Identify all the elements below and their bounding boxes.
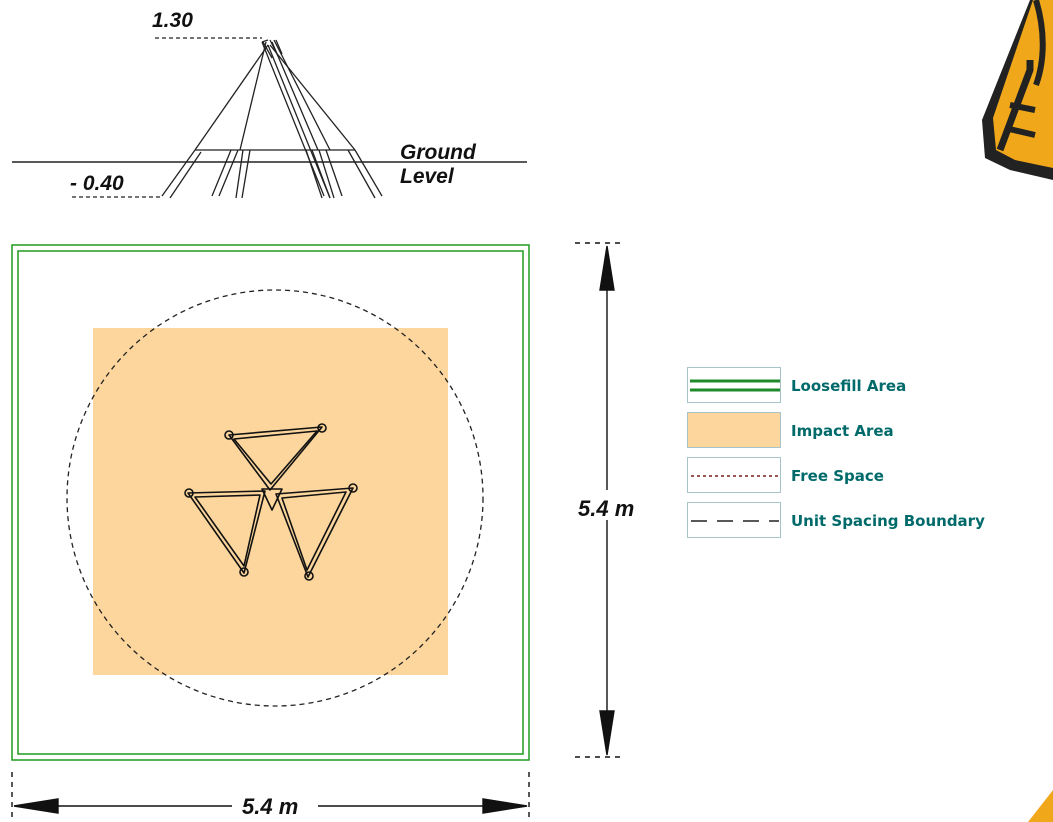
width-dimension-label: 5.4 m <box>242 794 298 819</box>
height-dimension-label: 5.4 m <box>578 496 634 521</box>
arrow-right-icon <box>482 798 528 814</box>
legend-label-loosefill-area: Loosefill Area <box>791 377 907 395</box>
legend: Loosefill Area Impact Area Free Space Un… <box>687 367 1047 547</box>
legend-item-unit-spacing-boundary: Unit Spacing Boundary <box>687 502 1047 547</box>
impact-area <box>93 328 448 675</box>
free-space-circle <box>66 289 484 707</box>
arrow-up-icon <box>599 245 615 291</box>
free-space-swatch <box>687 457 781 493</box>
arrow-down-icon <box>599 710 615 756</box>
ground-label: Ground <box>400 141 477 164</box>
equipment-plan <box>184 423 358 581</box>
legend-label-unit-spacing-boundary: Unit Spacing Boundary <box>791 512 985 530</box>
elevation-view <box>12 37 527 199</box>
arrow-left-icon <box>13 798 59 814</box>
loosefill-area-swatch <box>687 367 781 403</box>
loosefill-area-outer <box>11 244 530 761</box>
brand-logo <box>982 0 1053 822</box>
depth-label: - 0.40 <box>70 172 124 195</box>
legend-item-impact-area: Impact Area <box>687 412 1047 457</box>
legend-label-free-space: Free Space <box>791 467 884 485</box>
level-label: Level <box>400 165 455 188</box>
top-height-label: 1.30 <box>152 9 193 32</box>
legend-item-free-space: Free Space <box>687 457 1047 502</box>
legend-label-impact-area: Impact Area <box>791 422 894 440</box>
width-dimension <box>11 772 530 820</box>
unit-spacing-boundary-swatch <box>687 502 781 538</box>
legend-item-loosefill-area: Loosefill Area <box>687 367 1047 412</box>
impact-area-swatch <box>687 412 781 448</box>
loosefill-area-inner <box>17 250 524 755</box>
